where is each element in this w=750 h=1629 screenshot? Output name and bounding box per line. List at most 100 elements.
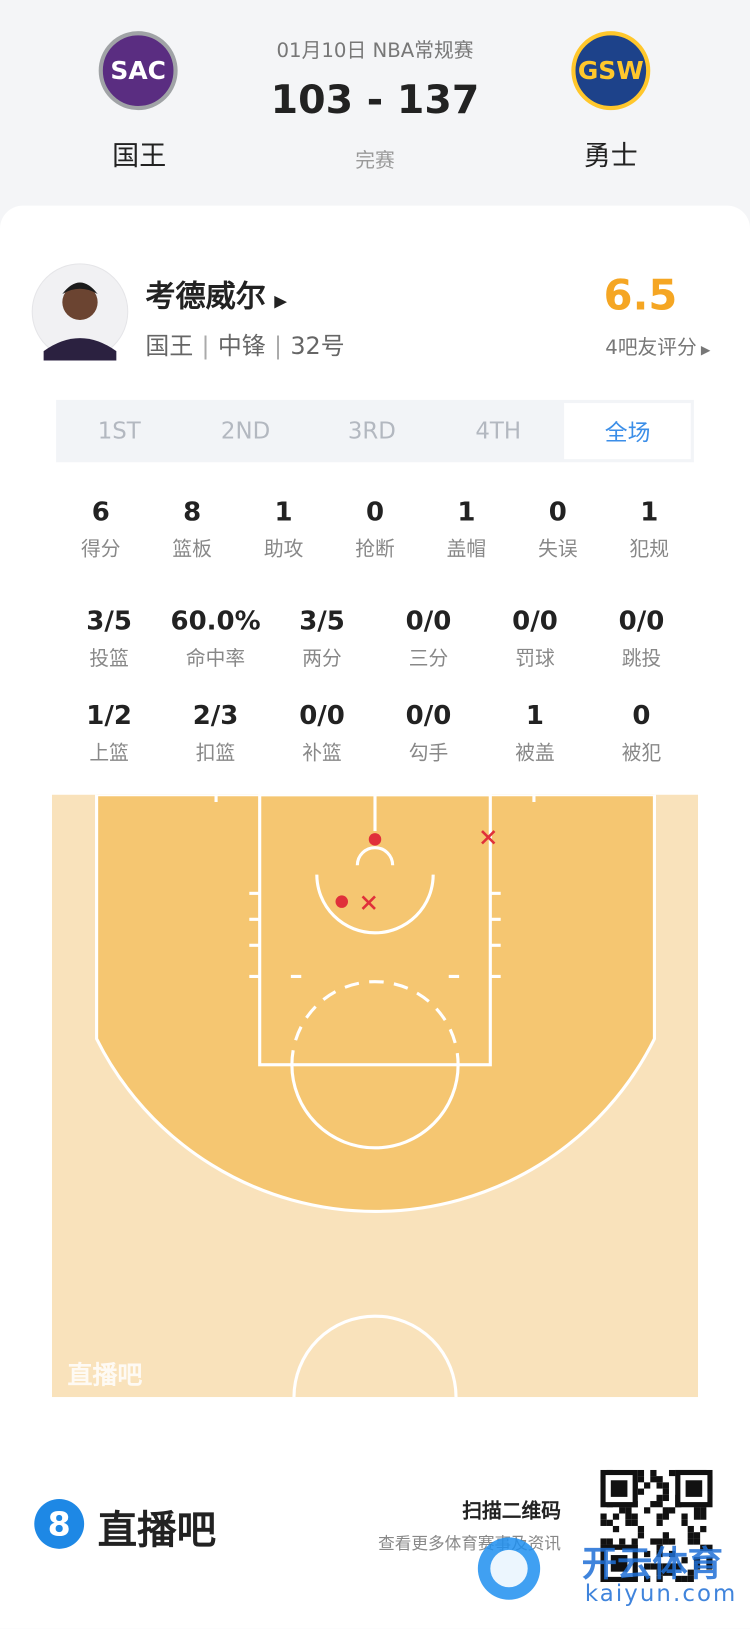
qr-module [644, 1550, 651, 1558]
footer-brand: 直播吧 [97, 1507, 217, 1553]
stat-value: 8 [183, 496, 202, 527]
qr-module [656, 1575, 663, 1583]
period-tabs: 1ST 2ND 3RD 4TH 全场 [56, 399, 694, 463]
qr-module [631, 1513, 638, 1520]
qr-module [610, 1555, 628, 1572]
stat-label: 被犯 [621, 741, 662, 765]
qr-module [619, 1507, 626, 1514]
qr-module [687, 1569, 694, 1576]
qr-module [650, 1476, 657, 1483]
qr-module [619, 1538, 626, 1545]
stat-label: 两分 [302, 647, 342, 671]
qr-module [681, 1575, 688, 1583]
stat-value: 1 [457, 496, 476, 527]
stat-label: 跳投 [621, 647, 662, 671]
missed-shot [361, 895, 376, 910]
player-info: 国王 | 中锋 | 32号 [145, 326, 344, 361]
qr-module [662, 1569, 669, 1576]
footer-logo: 8 [34, 1498, 85, 1549]
stat-label: 抢断 [355, 538, 395, 561]
stat-value: 3/5 [299, 605, 345, 636]
period-tab[interactable]: 全场 [564, 403, 691, 460]
qr-module [656, 1544, 663, 1551]
stat-value: 1 [525, 700, 545, 731]
qr-module [662, 1532, 669, 1539]
qr-module [662, 1563, 669, 1570]
stat-label: 三分 [408, 647, 449, 671]
stat-value: 0 [365, 496, 385, 527]
qr-module [612, 1525, 620, 1533]
qr-module [693, 1532, 701, 1539]
stat-label: 被盖 [515, 741, 555, 765]
qr-module [668, 1550, 676, 1558]
qr-module [606, 1538, 613, 1545]
qr-module [656, 1550, 663, 1558]
away-logo: GSW [571, 31, 651, 111]
qr-module [687, 1525, 694, 1533]
arrow-icon: ▶ [700, 342, 711, 358]
qr-module [700, 1513, 707, 1520]
period-tab[interactable]: 4TH [475, 418, 522, 445]
qr-module [662, 1507, 669, 1514]
qr-module [668, 1538, 676, 1545]
qr-module [662, 1513, 669, 1520]
qr-module [656, 1519, 663, 1526]
player-name-text: 考德威尔 [145, 278, 266, 314]
qr-module [700, 1544, 707, 1551]
stat-label: 投篮 [89, 647, 129, 671]
qr-module [625, 1519, 632, 1526]
qr-module [668, 1507, 676, 1514]
qr-module [612, 1513, 620, 1520]
away-name: 勇士 [583, 141, 638, 173]
qr-module [644, 1507, 651, 1514]
qr-module [700, 1525, 707, 1533]
qr-module [631, 1519, 638, 1526]
qr-module [637, 1476, 645, 1483]
home-logo: SAC [98, 31, 178, 111]
qr-module [600, 1513, 607, 1520]
qr-module [700, 1507, 707, 1514]
stat-label: 得分 [81, 538, 121, 561]
qr-module [606, 1519, 613, 1526]
qr-module [668, 1469, 676, 1477]
stat-value: 3/5 [86, 605, 132, 636]
qr-module [625, 1507, 632, 1514]
stat-value: 0 [632, 700, 651, 731]
stat-value: 1 [274, 496, 293, 527]
match-status: 完赛 [355, 149, 395, 173]
qr-module [693, 1557, 701, 1564]
qr-module [685, 1480, 703, 1497]
period-tab[interactable]: 3RD [347, 418, 396, 445]
qr-module [600, 1538, 607, 1545]
player-avatar[interactable] [31, 263, 129, 361]
period-tab[interactable]: 2ND [220, 418, 271, 445]
stat-value: 6 [91, 496, 110, 527]
scan-label: 扫描二维码 [462, 1499, 561, 1523]
player-position: 中锋 [217, 333, 266, 361]
qr-module [644, 1563, 651, 1570]
qr-module [706, 1563, 713, 1570]
period-tab[interactable]: 1ST [97, 418, 141, 445]
qr-code [600, 1469, 713, 1583]
qr-module [600, 1519, 607, 1526]
stat-label: 篮板 [172, 538, 212, 561]
watermark-name: 开云体育 [581, 1543, 723, 1586]
rating-link[interactable]: 4吧友评分 ▶ [605, 332, 710, 360]
player-name[interactable]: 考德威尔 ▶ [145, 272, 287, 316]
watermark-url: kaiyun.com [584, 1581, 738, 1607]
court-watermark: 直播吧 [68, 1361, 143, 1390]
qr-module [650, 1538, 657, 1545]
stat-value: 0/0 [512, 605, 558, 636]
qr-module [693, 1538, 701, 1545]
qr-module [693, 1507, 701, 1514]
qr-module [650, 1469, 657, 1477]
arrow-icon: ▶ [274, 290, 288, 311]
qr-module [681, 1557, 688, 1564]
stat-value: 1/2 [86, 700, 132, 731]
qr-module [687, 1575, 694, 1583]
stat-value: 0/0 [299, 700, 345, 731]
qr-module [656, 1513, 663, 1520]
made-shot [368, 833, 382, 846]
qr-module [650, 1501, 657, 1508]
